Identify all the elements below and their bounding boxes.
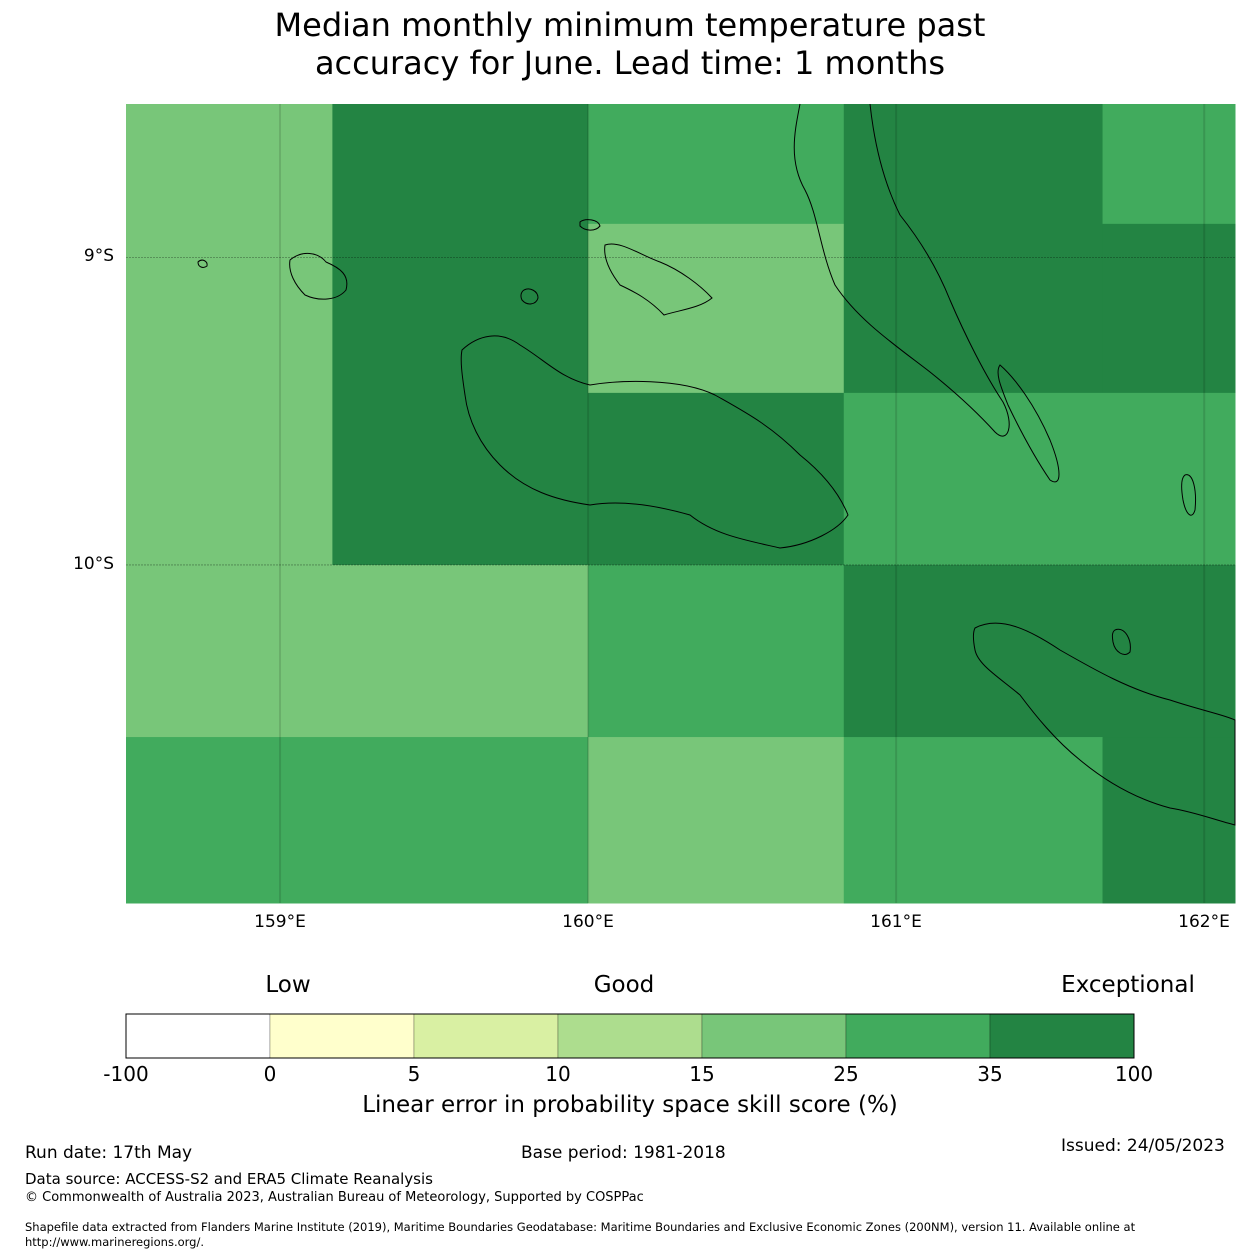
colorbar-tick: 15 (689, 1062, 715, 1086)
coastline-islet-b (579, 219, 601, 231)
shapefile-credit-line-2: http://www.marineregions.org/. (25, 1235, 204, 1249)
colorbar-category-good: Good (593, 972, 655, 998)
colorbar-swatch (413, 1013, 559, 1059)
map-title: Median monthly minimum temperature past … (0, 6, 1260, 82)
colorbar-tick: 100 (1114, 1062, 1154, 1086)
coastlines (197, 103, 1236, 826)
grid-cell (588, 392, 845, 566)
lat-label-9s: 9°S (83, 246, 114, 266)
coastline-malaita-north (793, 103, 1010, 437)
colorbar-tick: 0 (263, 1062, 277, 1086)
shapefile-credit-line-1: Shapefile data extracted from Flanders M… (25, 1220, 1136, 1234)
grid-cell (843, 392, 1236, 566)
skill-grid (126, 104, 1236, 904)
lon-label-160e: 160°E (562, 912, 614, 932)
grid-cell (588, 223, 845, 394)
coastline-guadalcanal (460, 335, 849, 549)
grid-cell (588, 737, 845, 904)
grid-cell (126, 737, 589, 904)
issued-date: Issued: 24/05/2023 (1061, 1136, 1225, 1156)
colorbar-swatch (125, 1013, 271, 1059)
copyright: © Commonwealth of Australia 2023, Austra… (25, 1190, 644, 1205)
coastline-savo-island (520, 288, 539, 305)
lat-label-10s: 10°S (73, 554, 114, 574)
grid-cell (1102, 104, 1236, 225)
lat-lon-gridlines (126, 104, 1235, 903)
coastline-makira (973, 622, 1236, 826)
grid-cell (588, 104, 845, 225)
colorbar-tick: 25 (833, 1062, 859, 1086)
colorbar-tick: 5 (407, 1062, 421, 1086)
title-line-1: Median monthly minimum temperature past (274, 6, 986, 44)
colorbar-tick: -100 (103, 1062, 149, 1086)
colorbar-category-exceptional: Exceptional (1061, 972, 1195, 998)
colorbar-swatch (845, 1013, 991, 1059)
grid-cell (332, 104, 589, 566)
coastline-ulawa (1181, 474, 1196, 516)
grid-cell (588, 564, 845, 738)
data-source: Data source: ACCESS-S2 and ERA5 Climate … (25, 1170, 433, 1188)
base-period: Base period: 1981-2018 (521, 1143, 726, 1163)
colorbar (125, 1013, 1135, 1059)
grid-cell (1102, 737, 1236, 904)
coastline-islet-a (1111, 628, 1131, 655)
grid-cell (126, 104, 333, 566)
colorbar-swatch (557, 1013, 703, 1059)
lon-label-161e: 161°E (870, 912, 922, 932)
colorbar-tick: 35 (977, 1062, 1003, 1086)
grid-cell (126, 564, 589, 738)
grid-cell (843, 104, 1104, 394)
colorbar-swatch (701, 1013, 847, 1059)
run-date: Run date: 17th May (25, 1143, 193, 1163)
title-line-2: accuracy for June. Lead time: 1 months (314, 44, 946, 82)
grid-cell (1102, 223, 1236, 394)
colorbar-category-low: Low (265, 972, 311, 998)
coastline-florida-islands (604, 243, 713, 316)
grid-cell (843, 737, 1104, 904)
grid-cell (843, 564, 1236, 738)
colorbar-swatch (269, 1013, 415, 1059)
lon-label-162e: 162°E (1178, 912, 1230, 932)
coastline-small-malaita (997, 364, 1060, 483)
colorbar-frame (125, 1013, 1135, 1059)
colorbar-tick: 10 (545, 1062, 571, 1086)
lon-label-159e: 159°E (254, 912, 306, 932)
coastline-russell-islands (289, 253, 348, 300)
colorbar-label: Linear error in probability space skill … (362, 1092, 898, 1118)
coastline-small-island (197, 259, 208, 268)
colorbar-swatch (989, 1013, 1135, 1059)
